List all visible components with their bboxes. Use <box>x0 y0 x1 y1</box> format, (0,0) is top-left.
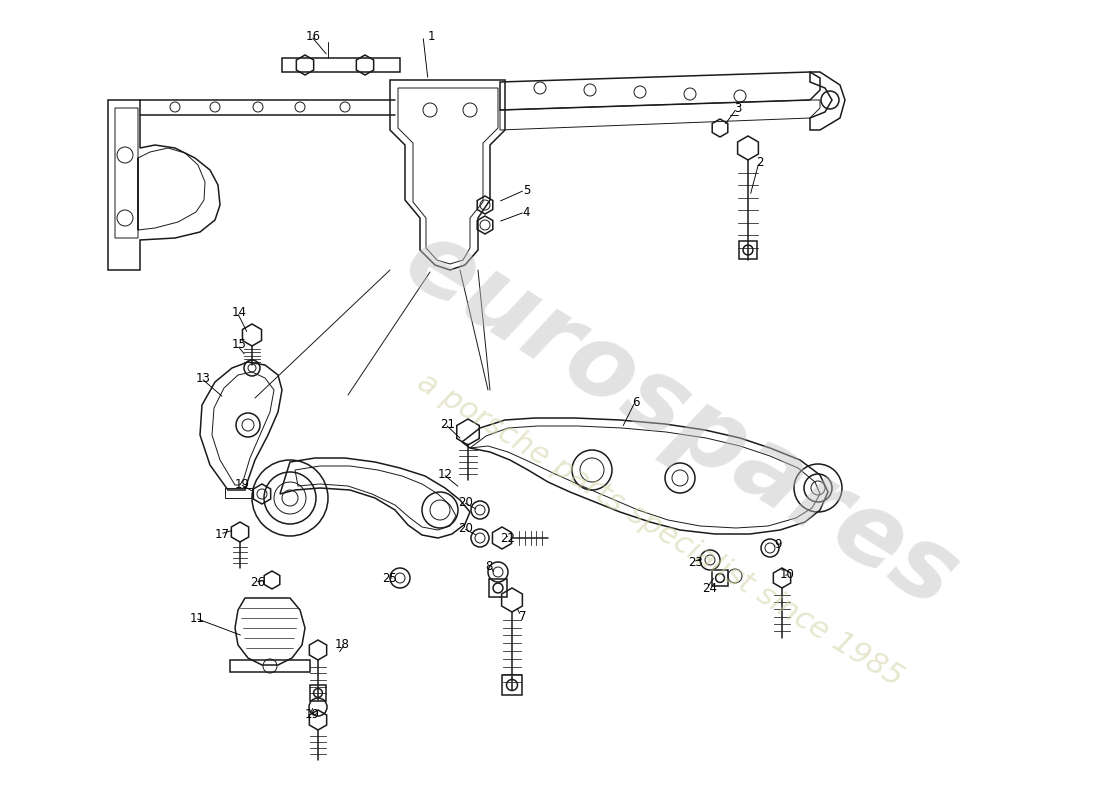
Text: 10: 10 <box>780 567 795 581</box>
Text: 19: 19 <box>235 478 250 490</box>
Text: 12: 12 <box>438 467 453 481</box>
Text: 9: 9 <box>774 538 782 550</box>
Text: 25: 25 <box>382 571 397 585</box>
Text: 21: 21 <box>440 418 455 430</box>
Text: 16: 16 <box>306 30 321 42</box>
Text: 8: 8 <box>485 559 493 573</box>
Text: a porsche parts specialist since 1985: a porsche parts specialist since 1985 <box>411 367 909 693</box>
Bar <box>712 570 728 586</box>
Bar <box>310 685 326 701</box>
Text: 24: 24 <box>702 582 717 594</box>
Text: 3: 3 <box>735 102 743 114</box>
Text: 18: 18 <box>336 638 350 650</box>
Text: 23: 23 <box>688 555 703 569</box>
Text: 19: 19 <box>305 707 320 721</box>
Text: 26: 26 <box>250 575 265 589</box>
Text: 1: 1 <box>428 30 436 42</box>
Text: 15: 15 <box>232 338 246 351</box>
Bar <box>490 579 507 597</box>
Text: eurospares: eurospares <box>386 211 974 629</box>
Text: 4: 4 <box>522 206 530 218</box>
Text: 17: 17 <box>214 527 230 541</box>
Text: 2: 2 <box>757 155 764 169</box>
Text: 7: 7 <box>518 610 526 622</box>
Text: 5: 5 <box>522 183 530 197</box>
Text: 11: 11 <box>190 611 205 625</box>
Text: 14: 14 <box>232 306 248 318</box>
Text: 22: 22 <box>500 531 515 545</box>
Text: 6: 6 <box>632 395 640 409</box>
Bar <box>502 675 522 695</box>
Bar <box>739 241 757 259</box>
Text: 13: 13 <box>196 371 211 385</box>
Text: 20: 20 <box>458 522 473 534</box>
Text: 20: 20 <box>458 495 473 509</box>
